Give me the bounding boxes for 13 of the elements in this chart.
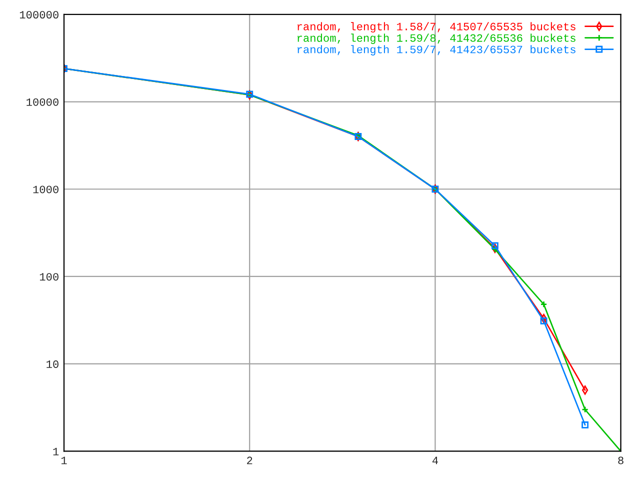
legend-label: random, length 1.59/8, 41432/65536 buckets: [298, 34, 576, 44]
y-tick-label: 10: [46, 360, 58, 368]
x-tick-label: 4: [432, 456, 438, 464]
y-tick-label: 10000: [26, 98, 58, 106]
y-tick-label: 1000: [33, 186, 58, 194]
y-tick-label: 100: [40, 273, 58, 281]
y-tick-label: 100000: [20, 10, 58, 19]
legend-label: random, length 1.58/7, 41507/65535 buckets: [298, 22, 576, 33]
x-tick-label: 8: [618, 456, 624, 464]
x-tick-label: 1: [61, 456, 67, 464]
legend-label: random, length 1.59/7, 41423/65537 buckets: [298, 45, 576, 56]
y-tick-label: 1: [53, 448, 59, 456]
x-tick-label: 2: [247, 456, 252, 464]
